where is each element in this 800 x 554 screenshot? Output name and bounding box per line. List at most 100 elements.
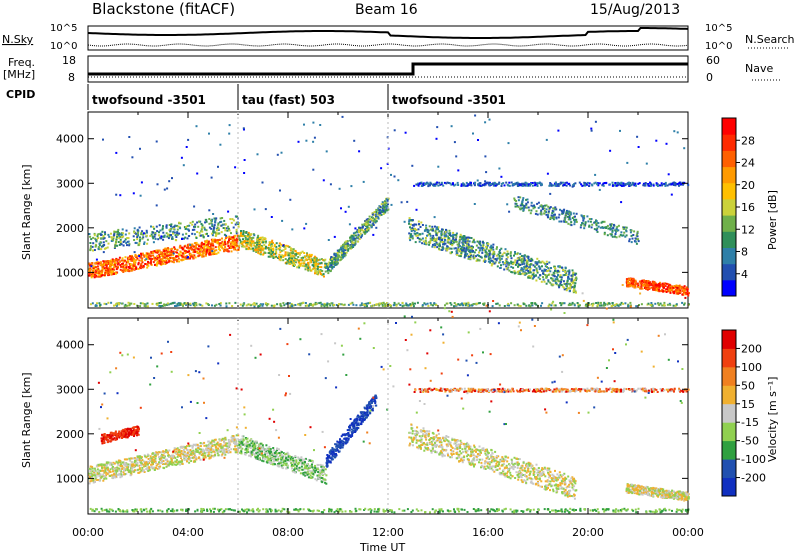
data-cell <box>637 240 640 243</box>
data-cell <box>383 204 386 207</box>
data-cell <box>621 234 624 237</box>
data-cell <box>440 183 443 186</box>
data-cell <box>119 268 122 271</box>
data-cell <box>165 256 168 259</box>
data-cell <box>529 276 531 279</box>
data-cell <box>487 181 490 184</box>
data-cell <box>478 249 481 252</box>
data-cell <box>547 274 550 276</box>
data-cell <box>478 302 481 304</box>
data-cell <box>311 268 314 271</box>
data-cell <box>234 241 237 244</box>
data-cell <box>484 182 487 185</box>
data-cell <box>345 244 348 247</box>
data-cell <box>319 301 322 304</box>
data-cell <box>210 243 213 246</box>
data-cell <box>608 302 611 305</box>
data-cell <box>534 182 537 185</box>
data-cell <box>444 304 446 307</box>
data-cell <box>560 209 563 212</box>
data-cell <box>554 282 557 284</box>
data-cell <box>225 249 228 252</box>
data-cell <box>168 234 171 237</box>
data-cell <box>172 301 175 304</box>
data-cell <box>387 203 389 206</box>
data-cell <box>545 260 548 263</box>
data-cell <box>231 239 234 242</box>
data-cell <box>348 223 351 226</box>
data-cell <box>269 241 272 244</box>
data-cell <box>223 249 226 252</box>
data-cell <box>547 267 550 270</box>
data-cell <box>537 206 540 209</box>
data-cell <box>132 235 135 238</box>
data-cell <box>190 248 193 251</box>
data-cell <box>482 260 485 263</box>
data-cell <box>650 304 653 307</box>
data-cell <box>155 225 158 228</box>
data-cell <box>129 302 132 305</box>
data-cell <box>156 261 159 264</box>
data-cell <box>512 261 515 264</box>
data-cell <box>552 279 555 282</box>
data-cell <box>177 252 180 255</box>
data-cell <box>533 265 536 268</box>
data-cell <box>188 247 191 250</box>
data-cell <box>528 304 531 307</box>
data-cell <box>206 246 209 249</box>
data-cell <box>125 267 128 269</box>
data-cell <box>158 259 161 262</box>
data-cell <box>540 209 543 212</box>
data-cell <box>270 245 273 247</box>
data-cell <box>496 265 499 268</box>
data-cell <box>508 262 511 265</box>
data-cell <box>611 235 614 238</box>
data-cell <box>121 228 124 231</box>
data-cell <box>525 267 527 270</box>
data-cell <box>364 222 367 225</box>
data-cell <box>89 247 92 250</box>
data-cell <box>157 234 160 237</box>
noise-panel-frame <box>87 25 689 51</box>
data-cell <box>654 302 657 305</box>
data-cell <box>173 261 175 264</box>
data-cell <box>482 303 485 306</box>
data-cell <box>187 256 189 259</box>
data-cell <box>550 283 553 286</box>
data-cell <box>450 247 453 250</box>
data-cell <box>536 213 539 216</box>
data-cell <box>517 205 520 208</box>
data-cell <box>308 266 311 269</box>
data-cell <box>104 231 106 234</box>
data-cell <box>141 237 144 240</box>
data-cell <box>201 255 204 258</box>
data-cell <box>328 303 331 306</box>
data-cell <box>100 274 103 277</box>
data-cell <box>386 302 388 304</box>
data-cell <box>670 183 673 186</box>
data-cell <box>111 273 114 276</box>
data-cell <box>320 266 323 269</box>
data-cell <box>273 305 276 308</box>
data-cell <box>557 284 560 287</box>
data-cell <box>108 266 111 269</box>
data-cell <box>313 257 316 260</box>
data-cell <box>677 292 680 295</box>
data-cell <box>265 302 268 305</box>
data-cell <box>475 244 478 247</box>
data-cell <box>517 196 520 199</box>
data-cell <box>162 231 165 234</box>
data-cell <box>127 260 130 263</box>
data-cell <box>573 304 576 307</box>
data-cell <box>169 302 172 305</box>
data-cell <box>454 247 457 250</box>
data-cell <box>251 236 254 239</box>
data-cell <box>291 250 294 253</box>
data-cell <box>686 289 689 291</box>
data-cell <box>221 240 224 243</box>
y-tick-label: 1000 <box>56 266 84 279</box>
data-cell <box>231 236 234 239</box>
data-cell <box>171 226 174 229</box>
data-cell <box>210 219 213 222</box>
data-cell <box>152 241 155 244</box>
